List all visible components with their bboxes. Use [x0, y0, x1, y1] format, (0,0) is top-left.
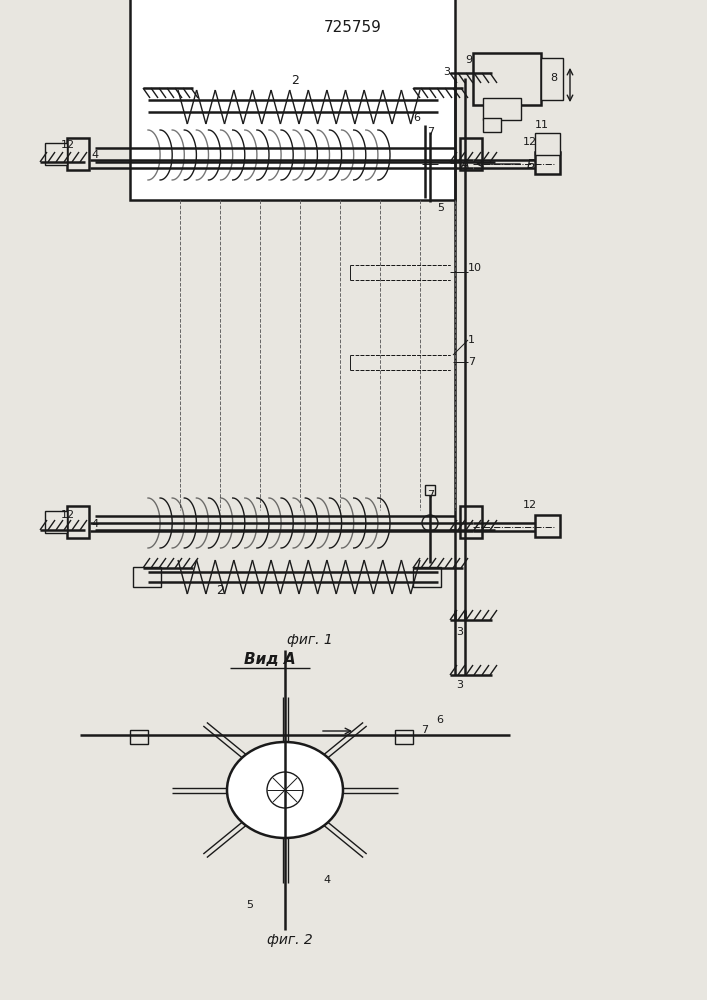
Bar [130, 730, 148, 744]
Text: 7: 7 [427, 127, 434, 137]
Bar [460, 138, 482, 170]
Bar [535, 152, 560, 174]
Text: 10: 10 [468, 263, 482, 273]
Text: 4: 4 [91, 150, 98, 160]
Text: 6: 6 [414, 113, 421, 123]
Bar [460, 506, 482, 538]
Bar [483, 98, 521, 120]
Circle shape [422, 515, 438, 531]
Text: 5: 5 [247, 900, 254, 910]
Bar [535, 133, 560, 155]
Bar [413, 567, 441, 587]
Circle shape [422, 156, 438, 172]
Bar [413, 95, 441, 117]
Text: 11: 11 [535, 120, 549, 130]
Text: 4: 4 [323, 875, 331, 885]
Bar [67, 138, 89, 170]
Bar [395, 730, 413, 744]
Text: 12: 12 [523, 137, 537, 147]
Bar [483, 118, 501, 132]
Bar [130, 0, 455, 200]
Bar [425, 188, 435, 198]
Text: фиг. 1: фиг. 1 [287, 633, 333, 647]
Text: 2: 2 [291, 74, 299, 87]
Bar [45, 143, 67, 165]
Text: 12: 12 [523, 500, 537, 510]
Text: 7: 7 [427, 490, 434, 500]
Text: 6: 6 [436, 715, 443, 725]
Text: Вид A: Вид A [244, 652, 296, 668]
Circle shape [267, 772, 303, 808]
Bar [133, 95, 161, 117]
Bar [541, 58, 563, 100]
Text: фиг. 2: фиг. 2 [267, 933, 313, 947]
Text: 3: 3 [457, 627, 464, 637]
Text: 1: 1 [468, 335, 475, 345]
Ellipse shape [227, 742, 343, 838]
Bar [425, 485, 435, 495]
Text: 7: 7 [468, 357, 475, 367]
Text: 12: 12 [61, 140, 75, 150]
Text: 7: 7 [421, 725, 428, 735]
Bar [45, 511, 67, 533]
Text: Б: Б [527, 157, 536, 170]
Text: 9: 9 [465, 55, 472, 65]
Text: А: А [460, 157, 469, 170]
Text: 8: 8 [550, 73, 557, 83]
Bar [133, 567, 161, 587]
Bar [473, 53, 541, 105]
Text: 2: 2 [216, 584, 224, 596]
Text: 12: 12 [61, 510, 75, 520]
Text: 4: 4 [91, 519, 98, 529]
Text: 3: 3 [457, 680, 464, 690]
Text: 3: 3 [443, 67, 450, 77]
Bar [67, 506, 89, 538]
Bar [535, 515, 560, 537]
Text: 725759: 725759 [324, 20, 382, 35]
Text: 5: 5 [437, 203, 444, 213]
